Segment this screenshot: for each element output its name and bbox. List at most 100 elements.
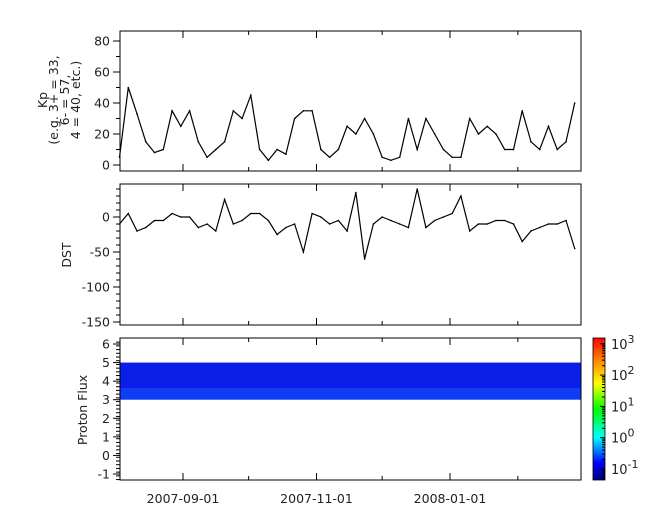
data-point — [538, 226, 541, 229]
y-tick-label: -50 — [90, 245, 110, 260]
data-point — [232, 109, 235, 112]
tick-base: 10 — [611, 432, 628, 447]
plot-frame — [119, 30, 582, 172]
y-axis-label-line: 6- = 57, — [57, 75, 72, 126]
colorbar-tick-label: 100 — [611, 427, 635, 447]
data-point — [136, 230, 138, 232]
y-tick-label: 5 — [102, 355, 110, 370]
data-point — [118, 223, 121, 225]
proton-flux-axis-label: Proton Flux — [75, 375, 90, 445]
data-point — [276, 233, 278, 236]
data-point — [530, 140, 532, 143]
data-point — [337, 219, 340, 222]
data-point — [416, 148, 418, 151]
data-point — [451, 212, 453, 215]
data-point — [232, 223, 235, 225]
dst-panel: 0 -50 -100 -150 DST — [59, 183, 582, 330]
data-point — [521, 240, 524, 243]
data-point — [433, 219, 436, 222]
tick-exponent: 2 — [628, 364, 635, 377]
y-tick-label: 1 — [102, 429, 110, 444]
data-point — [407, 117, 410, 120]
colorbar-tick-label: 10-1 — [611, 458, 639, 478]
tick-exponent: 0 — [628, 427, 635, 440]
data-point — [267, 159, 270, 162]
data-point — [468, 230, 471, 232]
data-point — [355, 133, 357, 135]
data-point — [127, 86, 130, 89]
data-point — [153, 219, 156, 222]
data-point — [215, 148, 217, 151]
data-point — [144, 226, 147, 229]
data-point — [285, 226, 287, 229]
plot-frame — [119, 183, 582, 326]
data-point — [398, 223, 401, 225]
data-point — [486, 223, 489, 225]
data-point — [477, 223, 480, 225]
y-tick-label: -100 — [82, 280, 110, 295]
data-point — [180, 125, 182, 128]
data-point — [355, 191, 357, 194]
data-point — [530, 230, 532, 232]
tick-base: 10 — [611, 463, 628, 478]
data-point — [206, 223, 208, 225]
data-point — [512, 148, 515, 151]
data-point — [223, 140, 226, 143]
heatmap-band — [120, 362, 581, 389]
data-point — [477, 133, 480, 135]
data-point — [258, 148, 261, 151]
x-tick-label: 2008-01-01 — [414, 491, 487, 506]
data-point — [223, 198, 226, 201]
data-point — [381, 156, 383, 159]
data-point — [118, 156, 121, 159]
data-point — [328, 156, 331, 159]
data-point — [425, 226, 427, 229]
data-point — [565, 140, 567, 143]
data-point — [346, 230, 348, 232]
data-point — [556, 148, 559, 151]
data-point — [258, 212, 261, 215]
data-point — [425, 117, 427, 120]
tick-base: 10 — [611, 400, 628, 415]
dst-axis-label: DST — [59, 242, 74, 268]
data-point — [188, 216, 191, 218]
data-point — [250, 212, 252, 215]
data-point — [144, 140, 147, 143]
data-point — [311, 109, 313, 112]
tick-base: 10 — [611, 369, 628, 384]
data-point — [311, 212, 313, 215]
data-point — [372, 223, 375, 225]
data-point — [372, 133, 375, 135]
data-point — [320, 216, 322, 218]
data-point — [215, 230, 217, 232]
data-point — [302, 251, 305, 253]
data-point — [381, 216, 383, 218]
y-tick-label: -1 — [98, 466, 110, 481]
data-point — [468, 117, 471, 120]
data-point — [460, 156, 462, 159]
data-point — [495, 219, 497, 222]
heatmap-band — [120, 388, 581, 400]
data-point — [416, 188, 418, 190]
kp-panel: 0 20 40 60 80 Kp(e.g. 3+ = 33,6- = 57,4 = 40,… — [35, 30, 582, 173]
data-point — [162, 219, 165, 222]
data-point — [556, 223, 559, 225]
y-axis-label-line: (e.g. 3+ = 33, — [46, 55, 61, 144]
data-point — [206, 156, 208, 159]
data-point — [573, 102, 576, 104]
data-point — [486, 125, 489, 128]
y-tick-label: 2 — [102, 411, 110, 426]
data-point — [521, 109, 524, 112]
data-point — [565, 219, 567, 222]
data-point — [136, 113, 138, 115]
data-point — [433, 133, 436, 135]
data-point — [241, 219, 243, 222]
y-tick-label: 6 — [102, 337, 110, 352]
data-point — [320, 148, 322, 151]
plot-frame — [119, 337, 582, 481]
data-point — [495, 133, 497, 135]
tick-base: 10 — [611, 338, 628, 353]
x-axis: 2007-09-01 2007-11-01 2008-01-01 — [147, 491, 487, 506]
data-point — [153, 151, 156, 154]
